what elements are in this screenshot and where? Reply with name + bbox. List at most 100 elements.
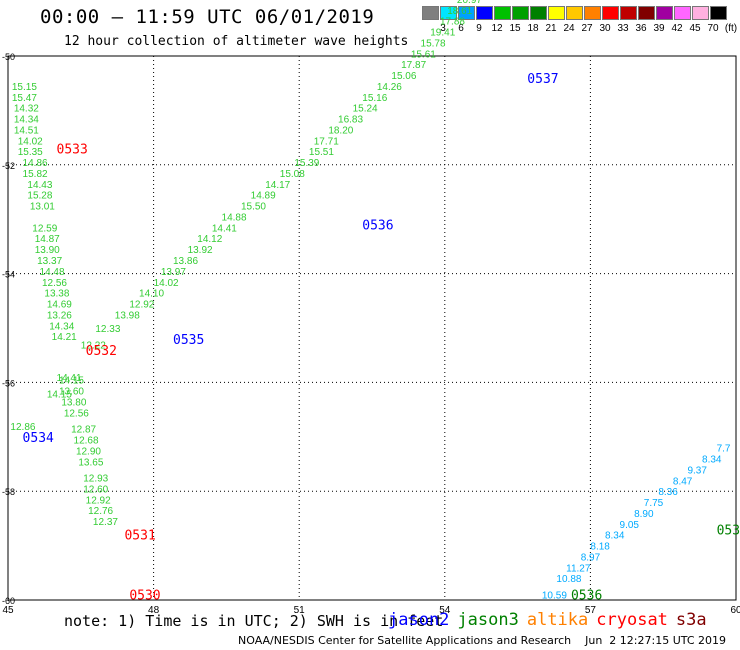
colorbar-swatch bbox=[494, 6, 511, 20]
satellite-legend-item: jason2 bbox=[388, 610, 450, 630]
pass-time-label: 0530 bbox=[129, 589, 160, 604]
y-tick-label: -60 bbox=[2, 596, 15, 606]
x-tick-label: 60 bbox=[730, 605, 740, 616]
data-point: 14.02 bbox=[18, 136, 43, 147]
colorbar-label: 15 bbox=[509, 23, 521, 34]
pass-time-label: 0533 bbox=[57, 142, 88, 157]
data-point: 15.61 bbox=[411, 49, 436, 60]
y-tick-label: -58 bbox=[2, 487, 15, 497]
x-tick-label: 51 bbox=[294, 605, 306, 616]
data-point: 17.87 bbox=[401, 60, 426, 71]
colorbar-label: 12 bbox=[491, 23, 503, 34]
data-point: 14.87 bbox=[35, 234, 60, 245]
colorbar-swatch bbox=[530, 6, 547, 20]
data-point: 15.50 bbox=[241, 202, 266, 213]
data-point: 10.88 bbox=[556, 574, 581, 585]
data-point: 14.41 bbox=[212, 223, 237, 234]
colorbar-swatch bbox=[566, 6, 583, 20]
y-tick-label: -52 bbox=[2, 161, 15, 171]
data-point: 15.24 bbox=[353, 104, 378, 115]
data-point: 14.12 bbox=[197, 234, 222, 245]
data-point: 11.27 bbox=[566, 563, 591, 574]
colorbar-swatch bbox=[548, 6, 565, 20]
colorbar-label: 30 bbox=[599, 23, 611, 34]
x-tick-label: 48 bbox=[148, 605, 160, 616]
data-point: 13.26 bbox=[47, 310, 72, 321]
colorbar-label: (ft) bbox=[724, 23, 738, 34]
colorbar-swatch bbox=[422, 6, 439, 20]
data-point: 19.41 bbox=[430, 28, 455, 39]
data-point: 14.43 bbox=[27, 180, 52, 191]
data-point: 14.34 bbox=[49, 321, 74, 332]
data-point: 12.87 bbox=[71, 425, 96, 436]
data-point: 17.71 bbox=[314, 136, 339, 147]
data-point: 12.90 bbox=[76, 446, 101, 457]
data-point: 8.34 bbox=[605, 531, 625, 542]
data-point: 15.16 bbox=[362, 93, 387, 104]
data-point: 8.36 bbox=[658, 487, 678, 498]
pass-time-label: 0535 bbox=[173, 333, 204, 348]
data-point: 12.33 bbox=[95, 324, 120, 335]
data-point: 14.41 bbox=[57, 373, 82, 384]
satellite-legend-item: s3a bbox=[675, 610, 707, 630]
data-point: 14.02 bbox=[154, 278, 179, 289]
data-point: 13.38 bbox=[44, 289, 69, 300]
data-point: 14.48 bbox=[40, 267, 65, 278]
data-point: 15.15 bbox=[12, 82, 37, 93]
data-point: 9.05 bbox=[620, 520, 640, 531]
data-point: 12.92 bbox=[129, 300, 154, 311]
y-tick-label: -56 bbox=[2, 378, 15, 388]
data-point: 14.17 bbox=[265, 180, 290, 191]
colorbar-label: 6 bbox=[458, 23, 464, 34]
colorbar-label: 24 bbox=[563, 23, 575, 34]
colorbar-label: 9 bbox=[476, 23, 482, 34]
satellite-legend: jason2 jason3 altika cryosat s3a bbox=[388, 610, 715, 630]
data-point: 13.60 bbox=[59, 387, 84, 398]
colorbar-swatch bbox=[692, 6, 709, 20]
data-point: 14.32 bbox=[14, 104, 39, 115]
data-point: 14.34 bbox=[14, 115, 39, 126]
data-point: 7.75 bbox=[644, 498, 664, 509]
data-point: 14.26 bbox=[377, 82, 402, 93]
data-point: 12.86 bbox=[10, 422, 35, 433]
x-tick-label: 54 bbox=[439, 605, 451, 616]
data-point: 13.98 bbox=[115, 310, 140, 321]
data-point: 8.47 bbox=[673, 476, 693, 487]
data-point: 15.08 bbox=[280, 169, 305, 180]
colorbar-label: 39 bbox=[653, 23, 665, 34]
data-point: 14.51 bbox=[14, 125, 39, 136]
colorbar-swatch bbox=[602, 6, 619, 20]
data-point: 12.92 bbox=[86, 495, 111, 506]
data-point: 8.34 bbox=[702, 455, 722, 466]
data-point: 15.06 bbox=[391, 71, 416, 82]
colorbar-label: 70 bbox=[707, 23, 719, 34]
data-point: 14.10 bbox=[139, 289, 164, 300]
data-point: 15.39 bbox=[294, 158, 319, 169]
colorbar-label: 3 bbox=[440, 23, 446, 34]
credit-line: NOAA/NESDIS Center for Satellite Applica… bbox=[238, 634, 726, 647]
colorbar-label: 27 bbox=[581, 23, 593, 34]
data-point: 14.69 bbox=[47, 300, 72, 311]
data-point: 8.18 bbox=[590, 542, 610, 553]
units-note: note: 1) Time is in UTC; 2) SWH is in fe… bbox=[64, 612, 444, 630]
data-point: 13.97 bbox=[161, 267, 186, 278]
satellite-legend-item: cryosat bbox=[596, 610, 668, 630]
data-point: 12.93 bbox=[83, 474, 108, 485]
pass-time-label: 0534 bbox=[23, 431, 54, 446]
pass-time-label: 0536 bbox=[571, 589, 602, 604]
data-point: 15.35 bbox=[18, 147, 43, 158]
colorbar-swatch bbox=[620, 6, 637, 20]
data-point: 13.86 bbox=[173, 256, 198, 267]
data-point: 18.20 bbox=[328, 125, 353, 136]
colorbar-swatch bbox=[674, 6, 691, 20]
y-tick-label: -54 bbox=[2, 270, 15, 280]
pass-time-label: 0536 bbox=[362, 219, 393, 234]
x-tick-label: 57 bbox=[585, 605, 597, 616]
colorbar-label: 21 bbox=[545, 23, 557, 34]
pass-time-label: 0531 bbox=[124, 529, 155, 544]
colorbar-swatch bbox=[656, 6, 673, 20]
colorbar-swatch bbox=[638, 6, 655, 20]
data-point: 14.89 bbox=[251, 191, 276, 202]
data-point: 13.65 bbox=[78, 457, 103, 468]
data-point: 13.80 bbox=[61, 397, 86, 408]
